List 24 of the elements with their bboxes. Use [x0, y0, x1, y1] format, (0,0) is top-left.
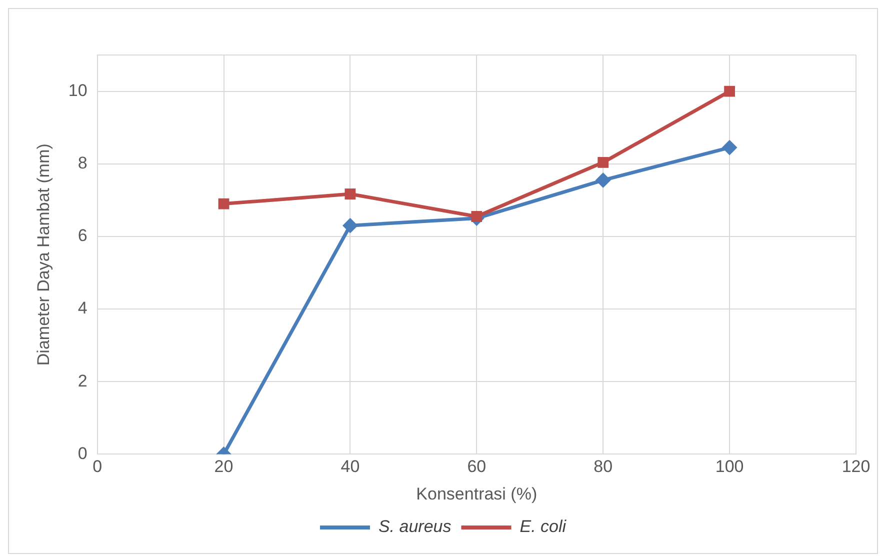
x-tick-label: 80	[594, 457, 613, 476]
x-tick-label: 100	[715, 457, 744, 476]
y-axis-title: Diameter Daya Hambat (mm)	[34, 144, 53, 366]
point	[596, 172, 611, 188]
x-tick-label: 60	[467, 457, 486, 476]
point	[342, 218, 358, 234]
y-tick-label: 8	[78, 154, 88, 173]
y-tick-label: 4	[78, 298, 88, 318]
point	[598, 156, 609, 168]
legend-label: E. coli	[520, 517, 568, 536]
y-tick-label: 0	[78, 444, 88, 463]
x-tick-label: 40	[340, 457, 360, 476]
y-tick-label: 6	[78, 226, 88, 246]
x-tick-label: 20	[214, 457, 234, 476]
x-axis-title: Konsentrasi (%)	[416, 484, 538, 504]
point	[344, 188, 356, 200]
point	[218, 198, 230, 210]
y-tick-label: 2	[78, 371, 88, 390]
point	[722, 140, 738, 156]
legend-label: S. aureus	[378, 517, 452, 536]
x-tick-label: 0	[92, 457, 102, 476]
y-tick-label: 10	[68, 80, 88, 100]
point	[724, 86, 735, 97]
x-tick-label: 120	[842, 457, 870, 476]
